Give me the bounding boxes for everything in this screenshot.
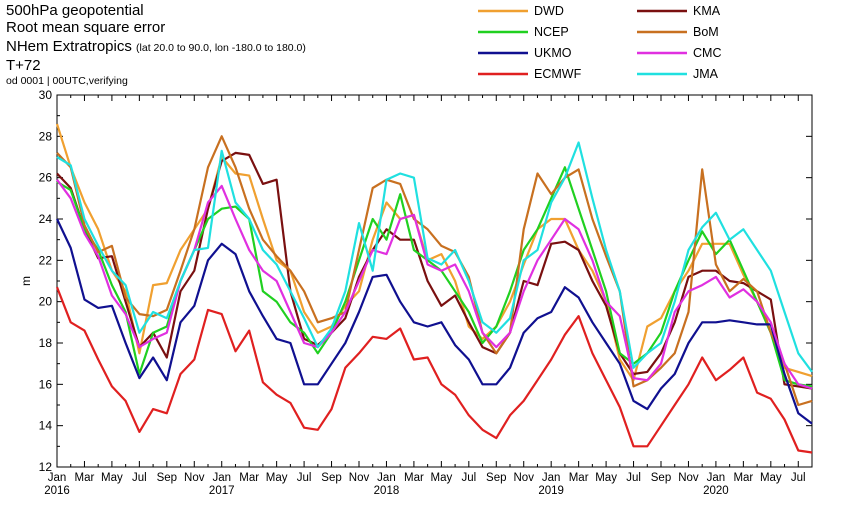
x-tick-label: Jan — [377, 472, 396, 484]
x-year-label: 2017 — [209, 485, 235, 497]
x-tick-label: Jul — [791, 472, 806, 484]
x-tick-label: Jan — [48, 472, 67, 484]
x-tick-label: May — [595, 472, 617, 484]
plot-area — [55, 123, 813, 454]
series-line-ecmwf — [55, 286, 813, 454]
legend-label-jma: JMA — [693, 67, 719, 81]
legend-label-cmc: CMC — [693, 46, 721, 60]
y-tick-label: 22 — [39, 253, 53, 267]
x-tick-label: Jul — [626, 472, 641, 484]
x-tick-label: Nov — [678, 472, 699, 484]
run-info: od 0001 | 00UTC,verifying — [6, 75, 128, 87]
x-tick-label: May — [266, 472, 288, 484]
x-tick-label: Mar — [75, 472, 95, 484]
x-tick-label: Nov — [349, 472, 370, 484]
x-tick-label: Sep — [157, 472, 177, 484]
chart-title: 500hPa geopotential — [6, 2, 144, 19]
x-tick-label: Jan — [212, 472, 231, 484]
x-tick-label: Jan — [707, 472, 726, 484]
chart-metric: Root mean square error — [6, 19, 166, 36]
x-tick-label: Mar — [569, 472, 589, 484]
x-year-label: 2016 — [44, 485, 70, 497]
y-tick-label: 28 — [39, 129, 53, 143]
chart-legend: DWD NCEP UKMO ECMWF KMA BoM CMC JMA — [478, 4, 721, 81]
y-tick-label: 12 — [39, 460, 53, 474]
y-tick-label: 24 — [39, 212, 53, 226]
x-tick-label: Jul — [132, 472, 147, 484]
x-tick-label: May — [430, 472, 452, 484]
x-year-label: 2018 — [374, 485, 400, 497]
plot-frame — [56, 94, 813, 468]
x-tick-label: Mar — [239, 472, 259, 484]
series-line-jma — [56, 141, 813, 373]
lead-time: T+72 — [6, 57, 41, 74]
x-tick-label: May — [760, 472, 782, 484]
series-line-kma — [56, 151, 813, 390]
legend-label-ukmo: UKMO — [534, 46, 572, 60]
legend-label-ecmwf: ECMWF — [534, 67, 582, 81]
x-tick-label: Jul — [461, 472, 476, 484]
y-tick-label: 30 — [39, 88, 53, 102]
y-tick-label: 20 — [39, 295, 53, 309]
x-tick-label: May — [101, 472, 123, 484]
y-axis-label: m — [19, 276, 33, 286]
x-tick-label: Mar — [404, 472, 424, 484]
x-year-label: 2019 — [538, 485, 564, 497]
legend-label-kma: KMA — [693, 4, 721, 18]
series-line-ukmo — [56, 218, 813, 425]
y-tick-label: 26 — [39, 171, 53, 185]
region-bounds: (lat 20.0 to 90.0, lon -180.0 to 180.0) — [136, 42, 306, 54]
y-tick-label: 18 — [39, 336, 53, 350]
x-tick-label: Jul — [297, 472, 312, 484]
x-tick-label: Mar — [733, 472, 753, 484]
region-name: NHem Extratropics — [6, 38, 132, 55]
y-tick-label: 16 — [39, 377, 53, 391]
series-line-bom — [56, 135, 813, 407]
y-tick-label: 14 — [39, 419, 53, 433]
x-year-label: 2020 — [703, 485, 729, 497]
legend-label-bom: BoM — [693, 25, 719, 39]
chart-axes: 12 14 16 18 20 22 24 26 28 30 m Jan Mar May Jul Sep Nov J… — [19, 88, 813, 497]
x-tick-label: Sep — [321, 472, 341, 484]
x-tick-label: Nov — [514, 472, 535, 484]
chart-region: NHem Extratropics (lat 20.0 to 90.0, lon… — [6, 38, 306, 55]
x-tick-label: Jan — [542, 472, 561, 484]
series-line-dwd — [55, 123, 813, 382]
x-tick-label: Nov — [184, 472, 205, 484]
legend-label-ncep: NCEP — [534, 25, 569, 39]
x-tick-label: Sep — [486, 472, 506, 484]
legend-label-dwd: DWD — [534, 4, 564, 18]
x-tick-label: Sep — [651, 472, 671, 484]
